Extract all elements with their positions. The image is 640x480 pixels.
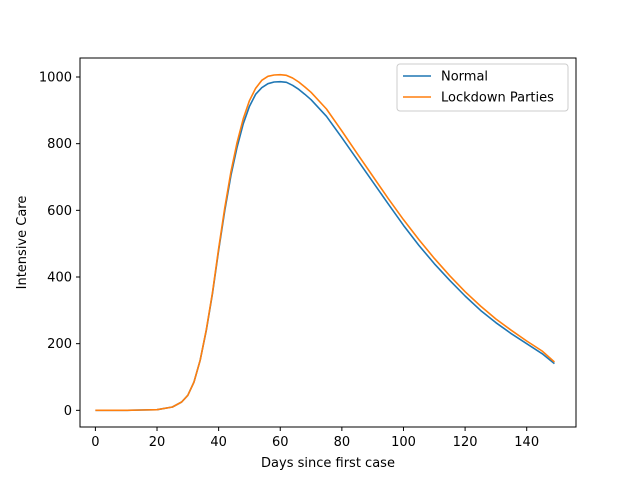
legend: Normal Lockdown Parties: [396, 63, 569, 112]
y-tick-label: 600: [47, 204, 72, 219]
series-line-lockdown-parties: [95, 73, 555, 412]
x-tick-label: 0: [91, 435, 99, 450]
plot-frame: [79, 57, 577, 428]
legend-label: Normal: [441, 70, 488, 85]
y-tick-label: 400: [47, 271, 72, 286]
x-tick-label: 120: [453, 435, 478, 450]
x-axis-label: Days since first case: [261, 456, 395, 471]
x-tick-label: 100: [391, 435, 416, 450]
x-tick-label: 20: [149, 435, 166, 450]
legend-label: Lockdown Parties: [441, 91, 554, 106]
y-axis-ticks: 0 200 400 600 800 1000: [39, 71, 80, 419]
x-tick-label: 60: [272, 435, 289, 450]
legend-box: [396, 63, 569, 112]
y-tick-label: 1000: [39, 71, 72, 86]
x-tick-label: 80: [334, 435, 351, 450]
y-tick-label: 800: [47, 137, 72, 152]
y-tick-label: 0: [64, 404, 72, 419]
y-tick-label: 200: [47, 337, 72, 352]
x-axis-ticks: 0 20 40 60 80 100 120 140: [91, 427, 539, 450]
x-tick-label: 140: [514, 435, 539, 450]
plot-lines: [95, 73, 555, 412]
series-line-normal: [95, 80, 555, 412]
y-axis-label: Intensive Care: [15, 196, 30, 290]
x-tick-label: 40: [210, 435, 227, 450]
